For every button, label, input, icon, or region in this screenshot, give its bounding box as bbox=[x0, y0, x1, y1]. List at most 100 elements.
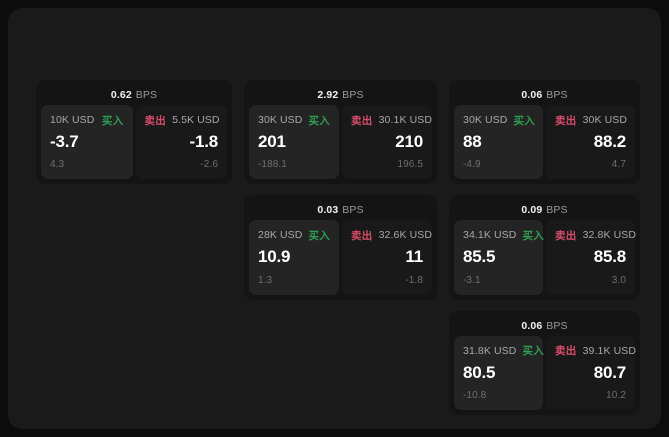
sell-price: 85.8 bbox=[593, 247, 626, 267]
sell-delta: -2.6 bbox=[200, 159, 218, 171]
buy-action-label: 买入 bbox=[101, 114, 124, 127]
buy-price: 85.5 bbox=[463, 247, 496, 267]
bps-unit: BPS bbox=[342, 204, 364, 217]
quote-card[interactable]: 0.03 BPS 28K USD 买入 10.9 1.3 bbox=[244, 195, 437, 300]
buy-action-label: 买入 bbox=[522, 345, 545, 357]
card-body: 34.1K USD 买入 85.5 -3.1 卖出 32.8K USD 85. bbox=[454, 220, 636, 295]
bps-unit: BPS bbox=[546, 204, 568, 217]
card-body: 28K USD 买入 10.9 1.3 卖出 32.6K USD 11 bbox=[249, 220, 432, 295]
buy-size-label: 34.1K USD bbox=[463, 229, 517, 242]
quote-column-2: 2.92 BPS 30K USD 买入 201 -188.1 bbox=[244, 80, 437, 300]
buy-price: 201 bbox=[258, 132, 286, 151]
card-header: 0.09 BPS bbox=[454, 200, 635, 220]
sell-panel[interactable]: 卖出 32.8K USD 85.8 3.0 bbox=[546, 220, 636, 295]
sell-size-label: 5.5K USD bbox=[172, 114, 220, 126]
buy-panel-top: 10K USD 买入 bbox=[50, 113, 124, 127]
buy-price: 10.9 bbox=[258, 247, 291, 267]
bps-value: 2.92 bbox=[317, 89, 339, 101]
buy-panel-top: 31.8K USD 买入 bbox=[463, 344, 544, 358]
quote-card[interactable]: 0.06 BPS 30K USD 买入 88 -4.9 bbox=[449, 80, 640, 185]
sell-action-label: 卖出 bbox=[144, 114, 167, 127]
sell-action-label: 卖出 bbox=[351, 229, 373, 242]
buy-panel[interactable]: 30K USD 买入 201 -188.1 bbox=[249, 105, 339, 180]
quote-card[interactable]: 0.06 BPS 31.8K USD 买入 80.5 -10.8 bbox=[449, 310, 640, 415]
buy-panel[interactable]: 30K USD 买入 88 -4.9 bbox=[454, 105, 543, 180]
sell-delta: -1.8 bbox=[405, 274, 423, 286]
quote-card[interactable]: 0.09 BPS 34.1K USD 买入 85.5 -3.1 bbox=[449, 195, 640, 300]
buy-panel[interactable]: 10K USD 买入 -3.7 4.3 bbox=[41, 105, 133, 180]
sell-panel-top: 卖出 32.8K USD bbox=[555, 228, 636, 242]
sell-panel[interactable]: 卖出 30K USD 88.2 4.7 bbox=[546, 105, 635, 180]
sell-delta: 3.0 bbox=[611, 274, 626, 286]
card-header: 2.92 BPS bbox=[249, 85, 432, 105]
buy-panel[interactable]: 28K USD 买入 10.9 1.3 bbox=[249, 220, 339, 295]
bps-unit: BPS bbox=[342, 89, 364, 101]
buy-action-label: 买入 bbox=[522, 229, 545, 242]
sell-panel-top: 卖出 39.1K USD bbox=[555, 344, 636, 358]
sell-panel[interactable]: 卖出 32.6K USD 11 -1.8 bbox=[342, 220, 432, 295]
sell-delta: 4.7 bbox=[611, 159, 626, 171]
quote-column-1: 0.62 BPS 10K USD 买入 -3.7 4.3 bbox=[36, 80, 232, 185]
buy-panel-top: 34.1K USD 买入 bbox=[463, 228, 544, 242]
sell-price: 80.7 bbox=[593, 362, 626, 382]
buy-size-label: 28K USD bbox=[258, 229, 303, 242]
buy-size-label: 10K USD bbox=[50, 114, 95, 126]
buy-delta: 1.3 bbox=[258, 274, 273, 286]
card-header: 0.06 BPS bbox=[454, 85, 635, 105]
sell-action-label: 卖出 bbox=[555, 345, 577, 357]
card-body: 10K USD 买入 -3.7 4.3 卖出 5.5K USD -1.8 bbox=[41, 105, 227, 180]
sell-panel[interactable]: 卖出 39.1K USD 80.7 10.2 bbox=[546, 335, 636, 410]
sell-panel[interactable]: 卖出 5.5K USD -1.8 -2.6 bbox=[135, 105, 227, 180]
sell-price: 210 bbox=[395, 132, 423, 151]
sell-size-label: 32.8K USD bbox=[582, 229, 637, 242]
buy-delta: -188.1 bbox=[258, 159, 287, 171]
sell-panel[interactable]: 卖出 30.1K USD 210 196.5 bbox=[342, 105, 432, 180]
buy-price: -3.7 bbox=[50, 132, 79, 151]
quote-card[interactable]: 0.62 BPS 10K USD 买入 -3.7 4.3 bbox=[36, 80, 232, 185]
sell-panel-top: 卖出 30K USD bbox=[555, 113, 628, 127]
sell-panel-top: 卖出 32.6K USD bbox=[351, 228, 432, 242]
quote-column-3: 0.06 BPS 30K USD 买入 88 -4.9 bbox=[449, 80, 640, 415]
card-header: 0.03 BPS bbox=[249, 200, 432, 220]
sell-delta: 196.5 bbox=[397, 159, 423, 171]
sell-size-label: 30K USD bbox=[582, 114, 628, 126]
bps-unit: BPS bbox=[546, 89, 568, 101]
sell-price: 88.2 bbox=[593, 132, 626, 151]
card-body: 30K USD 买入 201 -188.1 卖出 30.1K USD 210 bbox=[249, 105, 432, 180]
sell-panel-top: 卖出 30.1K USD bbox=[351, 113, 432, 127]
bps-unit: BPS bbox=[546, 319, 568, 332]
card-body: 30K USD 买入 88 -4.9 卖出 30K USD 88.2 bbox=[454, 105, 635, 180]
buy-panel-top: 30K USD 买入 bbox=[463, 113, 535, 127]
sell-action-label: 卖出 bbox=[351, 114, 373, 127]
sell-delta: 10.2 bbox=[606, 389, 626, 401]
quote-card[interactable]: 2.92 BPS 30K USD 买入 201 -188.1 bbox=[244, 80, 437, 185]
sell-panel-top: 卖出 5.5K USD bbox=[144, 113, 220, 127]
buy-size-label: 30K USD bbox=[463, 114, 508, 126]
buy-price: 80.5 bbox=[463, 362, 496, 382]
buy-delta: -3.1 bbox=[463, 274, 481, 286]
buy-price: 88 bbox=[463, 132, 482, 151]
buy-size-label: 31.8K USD bbox=[463, 344, 517, 357]
buy-size-label: 30K USD bbox=[258, 114, 303, 126]
buy-panel[interactable]: 31.8K USD 买入 80.5 -10.8 bbox=[454, 335, 544, 410]
bps-value: 0.06 bbox=[521, 319, 543, 332]
card-body: 31.8K USD 买入 80.5 -10.8 卖出 39.1K USD 80 bbox=[454, 335, 636, 410]
bps-value: 0.62 bbox=[110, 89, 132, 101]
sell-size-label: 30.1K USD bbox=[378, 114, 433, 126]
buy-delta: -4.9 bbox=[463, 159, 481, 171]
buy-panel-top: 30K USD 买入 bbox=[258, 113, 330, 127]
card-header: 0.62 BPS bbox=[41, 85, 227, 105]
bps-value: 0.03 bbox=[317, 204, 339, 217]
sell-action-label: 卖出 bbox=[555, 229, 577, 242]
quotes-panel: 0.62 BPS 10K USD 买入 -3.7 4.3 bbox=[8, 8, 661, 429]
card-header: 0.06 BPS bbox=[454, 316, 635, 336]
buy-panel-top: 28K USD 买入 bbox=[258, 228, 330, 242]
bps-value: 0.06 bbox=[521, 89, 543, 101]
buy-panel[interactable]: 34.1K USD 买入 85.5 -3.1 bbox=[454, 220, 544, 295]
sell-price: -1.8 bbox=[189, 132, 219, 151]
sell-size-label: 32.6K USD bbox=[378, 229, 433, 242]
quote-board: 0.62 BPS 10K USD 买入 -3.7 4.3 bbox=[36, 80, 640, 415]
bps-unit: BPS bbox=[135, 89, 158, 101]
buy-action-label: 买入 bbox=[308, 229, 331, 242]
